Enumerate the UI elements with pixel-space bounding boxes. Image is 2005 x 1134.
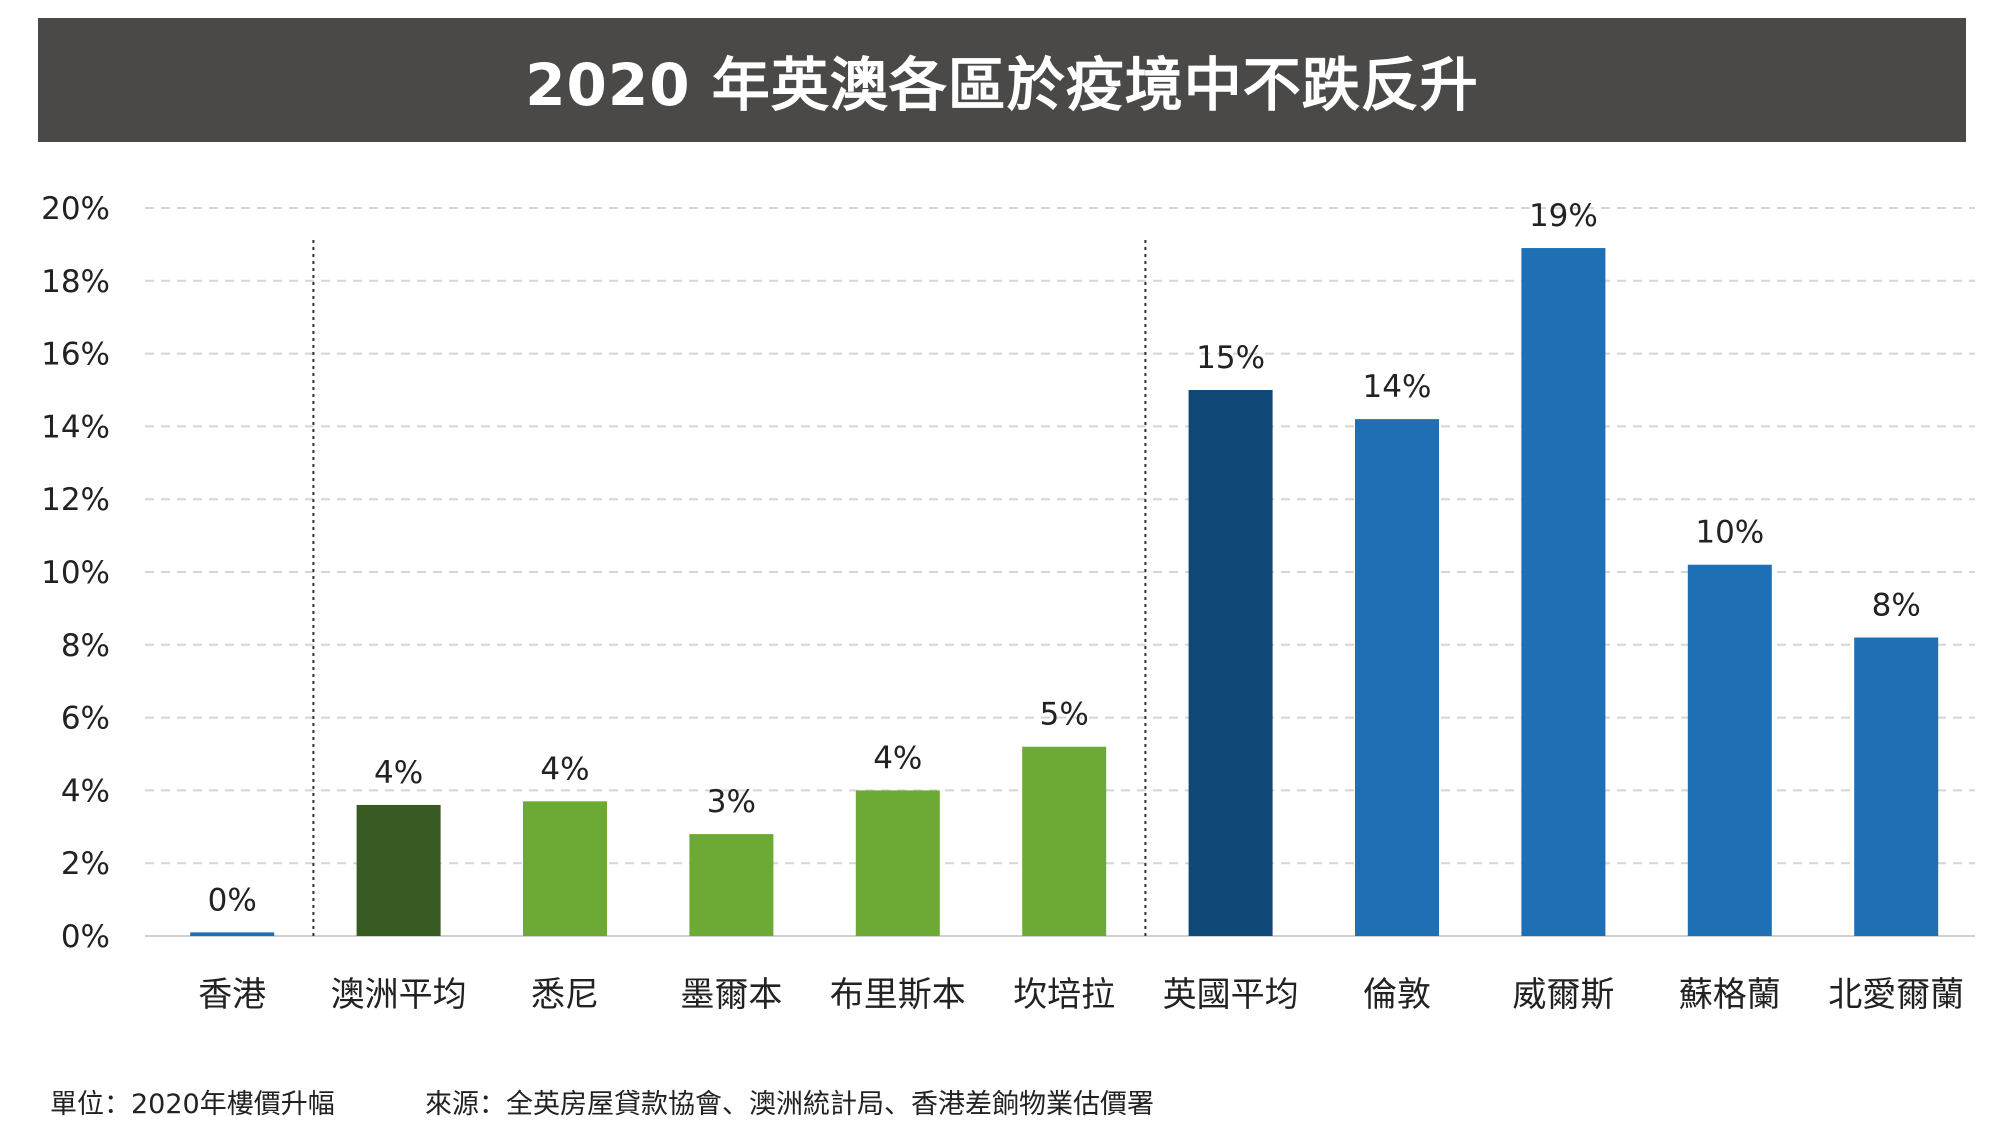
y-tick-label: 16% (41, 337, 110, 373)
title-bar: 2020 年英澳各區於疫境中不跌反升 (38, 18, 1966, 142)
bar (1355, 419, 1439, 936)
bar-value-label: 0% (208, 882, 257, 918)
y-tick-label: 8% (61, 628, 110, 664)
y-tick-label: 2% (61, 846, 110, 882)
bar (855, 790, 940, 936)
category-label: 香港 (198, 975, 266, 1015)
bar-value-label: 10% (1695, 515, 1764, 551)
bar-value-label: 4% (540, 751, 589, 787)
bar-value-label: 3% (707, 784, 756, 820)
bar-value-label: 4% (873, 740, 922, 776)
bar (1188, 390, 1273, 936)
bar-value-label: 5% (1040, 697, 1089, 733)
category-label: 坎培拉 (1013, 975, 1115, 1015)
source-note: 來源：全英房屋貸款協會、澳洲統計局、香港差餉物業估價署 (425, 1089, 1154, 1120)
category-label: 墨爾本 (680, 975, 782, 1015)
category-label: 蘇格蘭 (1679, 975, 1781, 1015)
bar-value-label: 19% (1529, 198, 1598, 234)
category-label: 英國平均 (1163, 975, 1299, 1015)
category-label: 布里斯本 (830, 975, 966, 1015)
y-tick-label: 4% (61, 773, 110, 809)
y-tick-label: 12% (41, 482, 110, 518)
unit-note: 單位：2020年樓價升幅 (50, 1089, 335, 1120)
bar-value-label: 8% (1872, 588, 1921, 624)
bar (1022, 746, 1107, 936)
bar (190, 932, 275, 936)
y-tick-label: 20% (41, 191, 110, 227)
bar-value-label: 4% (374, 755, 423, 791)
bar-value-label: 15% (1196, 340, 1265, 376)
bar-value-label: 14% (1363, 369, 1432, 405)
category-label: 威爾斯 (1512, 975, 1614, 1015)
y-tick-label: 14% (41, 409, 110, 445)
y-tick-label: 0% (61, 919, 110, 955)
bar (1687, 564, 1772, 936)
bar-chart: 0% 2% 4% 6% 8% 10% 12% 14% 16% 18% 20% 0% 香港 4% 澳洲平均 4%… (41, 191, 1975, 1015)
y-tick-label: 10% (41, 555, 110, 591)
bar (1521, 248, 1606, 937)
category-label: 悉尼 (531, 975, 599, 1015)
category-label: 北愛爾蘭 (1828, 975, 1964, 1015)
chart-title: 2020 年英澳各區於疫境中不跌反升 (525, 51, 1479, 119)
y-tick-label: 18% (41, 264, 110, 300)
category-label: 倫敦 (1363, 975, 1431, 1015)
bar (689, 834, 774, 936)
bar (1854, 637, 1939, 936)
bar (523, 801, 607, 936)
category-label: 澳洲平均 (331, 975, 467, 1015)
bar (356, 804, 441, 936)
y-tick-label: 6% (61, 701, 110, 737)
